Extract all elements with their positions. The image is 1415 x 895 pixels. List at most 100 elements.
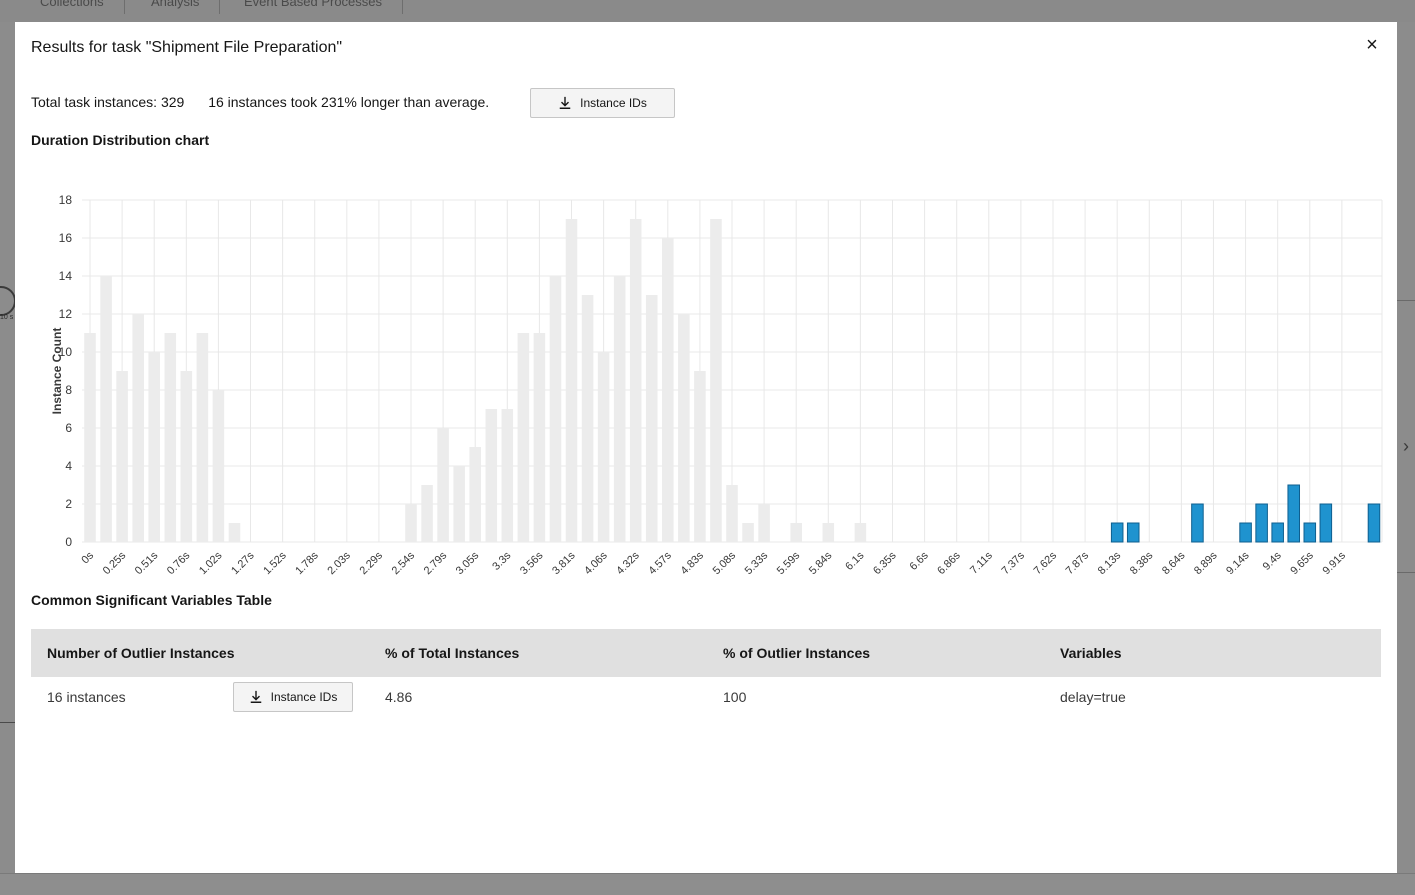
download-instance-ids-button[interactable]: Instance IDs <box>530 88 675 118</box>
bar <box>228 523 241 542</box>
x-tick-label: 1.52s <box>261 549 289 577</box>
x-tick-label: 1.02s <box>197 549 225 577</box>
background-tab-analysis: Analysis <box>131 0 221 14</box>
background-tab-bar: Collections Analysis Event Based Process… <box>0 0 1415 22</box>
x-tick-label: 6.1s <box>843 549 867 573</box>
outlier-bar <box>1367 503 1381 543</box>
y-tick-label: 8 <box>65 383 72 397</box>
bar <box>517 333 530 542</box>
y-tick-label: 2 <box>65 497 72 511</box>
y-tick-label: 18 <box>59 193 73 207</box>
x-tick-label: 4.32s <box>614 549 642 577</box>
cell-variables: delay=true <box>1060 689 1126 705</box>
cell-pct-total: 4.86 <box>385 689 413 705</box>
x-tick-label: 8.89s <box>1192 549 1220 577</box>
background-divider <box>0 722 15 723</box>
bar <box>565 219 578 542</box>
y-tick-label: 12 <box>59 307 73 321</box>
y-tick-label: 6 <box>65 421 72 435</box>
header-variables: Variables <box>1044 629 1381 677</box>
download-icon <box>559 96 571 109</box>
significant-variables-table: Number of Outlier Instances % of Total I… <box>31 629 1381 717</box>
x-tick-label: 2.79s <box>422 549 450 577</box>
row-button-label: Instance IDs <box>270 690 338 704</box>
cell-pct-outlier: 100 <box>723 689 747 705</box>
x-tick-label: 4.06s <box>582 549 610 577</box>
bar <box>485 409 498 542</box>
bar <box>84 333 96 542</box>
x-tick-label: 7.11s <box>968 549 995 576</box>
y-tick-label: 10 <box>59 345 73 359</box>
x-tick-label: 9.4s <box>1261 549 1285 573</box>
y-tick-label: 16 <box>59 231 73 245</box>
bar <box>822 523 835 542</box>
x-tick-label: 3.81s <box>550 549 578 577</box>
x-tick-label: 9.91s <box>1320 549 1348 577</box>
header-pct-total: % of Total Instances <box>369 629 707 677</box>
bar <box>148 352 160 542</box>
download-button-label: Instance IDs <box>580 96 647 110</box>
bar <box>196 333 209 542</box>
background-footer <box>0 873 1415 895</box>
table-section-title: Common Significant Variables Table <box>31 592 272 608</box>
total-instances-text: Total task instances: 329 <box>31 94 185 110</box>
row-instance-ids-button[interactable]: Instance IDs <box>233 682 353 712</box>
x-tick-label: 9.65s <box>1288 549 1316 577</box>
x-tick-label: 7.37s <box>999 549 1027 577</box>
bar <box>597 352 610 542</box>
table-header-row: Number of Outlier Instances % of Total I… <box>31 629 1381 677</box>
bar <box>581 295 594 542</box>
background-tab-collections: Collections <box>20 0 125 14</box>
bar <box>437 428 449 542</box>
x-tick-label: 3.56s <box>518 549 546 577</box>
bar <box>132 314 144 542</box>
x-tick-label: 0.76s <box>165 549 193 577</box>
background-tab-event-based: Event Based Processes <box>224 0 404 14</box>
x-tick-label: 0.25s <box>101 549 129 577</box>
x-tick-label: 1.78s <box>293 549 321 577</box>
background-divider <box>1397 300 1415 301</box>
bar <box>501 409 514 542</box>
bar <box>116 371 128 542</box>
table-row: 16 instances Instance IDs 4.86 100 delay… <box>31 677 1381 717</box>
x-tick-label: 6.86s <box>935 549 963 577</box>
y-axis-label: Instance Count <box>50 328 64 415</box>
outlier-bar <box>1271 522 1284 543</box>
bar <box>854 523 867 542</box>
results-modal: Results for task "Shipment File Preparat… <box>15 22 1397 873</box>
x-tick-label: 3.3s <box>490 549 514 573</box>
x-tick-label: 0s <box>79 549 96 566</box>
bar <box>453 466 465 542</box>
outlier-bar <box>1255 503 1268 543</box>
x-tick-label: 5.84s <box>807 549 835 577</box>
outlier-bar <box>1287 484 1301 543</box>
bar <box>180 371 193 542</box>
bar <box>469 447 481 542</box>
x-tick-label: 8.38s <box>1128 549 1156 577</box>
bar <box>645 295 658 542</box>
bar <box>629 219 642 542</box>
modal-title: Results for task "Shipment File Preparat… <box>31 39 343 56</box>
background-divider <box>1397 572 1415 573</box>
x-tick-label: 5.59s <box>775 549 803 577</box>
x-tick-label: 2.54s <box>390 549 418 577</box>
duration-distribution-chart: 0 2 4 6 8 10 12 14 16 18 0s 0.25s 0.51s 0.76s 1.02s 1.2… <box>50 193 1383 577</box>
bar <box>694 371 706 542</box>
chart-section-title: Duration Distribution chart <box>31 132 210 148</box>
outlier-summary-text: 16 instances took 231% longer than avera… <box>208 94 490 110</box>
bar <box>421 485 433 542</box>
outlier-count-text: 16 instances <box>47 689 126 705</box>
bar <box>613 276 626 542</box>
header-outlier-instances: Number of Outlier Instances <box>31 629 369 677</box>
outlier-bar <box>1191 503 1204 543</box>
x-tick-label: 4.57s <box>646 549 674 577</box>
cell-outlier-instances: 16 instances Instance IDs <box>31 677 369 717</box>
summary-line: Total task instances: 329 16 instances t… <box>31 94 509 110</box>
bar <box>710 219 722 542</box>
bar <box>678 314 690 542</box>
outlier-bar <box>1239 522 1252 543</box>
x-tick-label: 6.6s <box>908 549 932 573</box>
x-tick-label: 6.35s <box>871 549 899 577</box>
close-icon[interactable]: × <box>1366 34 1378 56</box>
x-tick-label: 9.14s <box>1224 549 1252 577</box>
